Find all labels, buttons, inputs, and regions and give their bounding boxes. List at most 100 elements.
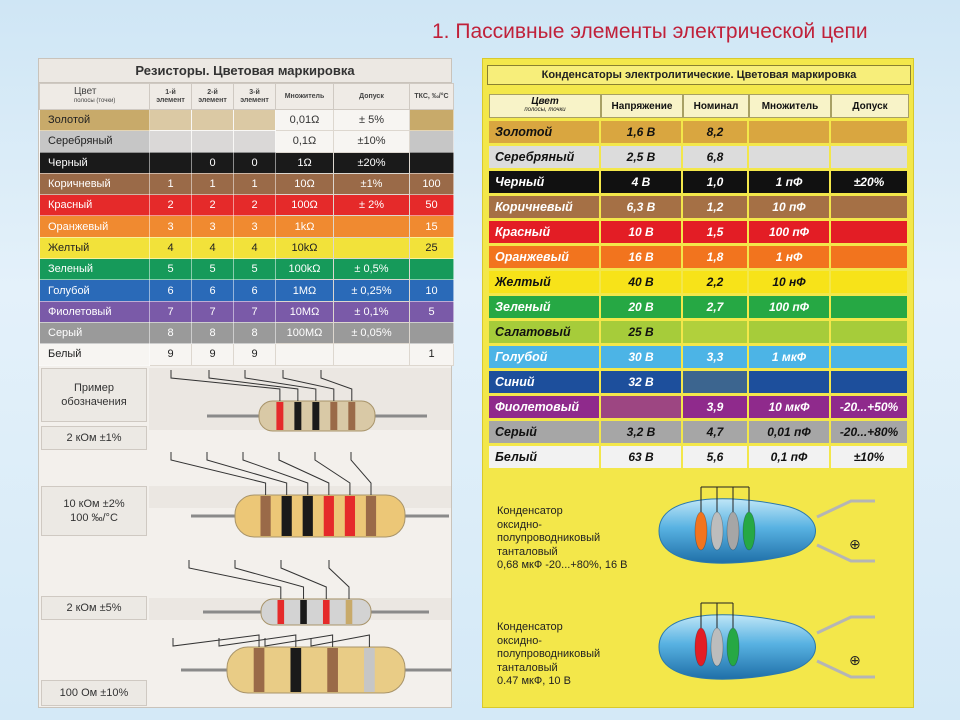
cell-tol: ± 5%	[333, 108, 410, 132]
cell-nom	[683, 371, 749, 393]
cell-tol: ± 0,5%	[333, 258, 410, 281]
cell-v: 6,3 В	[601, 196, 683, 218]
capacitor-row: Золотой 1,6 В 8,2	[489, 121, 909, 143]
color-dot	[694, 511, 708, 551]
capacitor-row: Черный 4 В 1,0 1 пФ ±20%	[489, 171, 909, 193]
cell-mult: 10 пФ	[749, 196, 831, 218]
cell-v: 16 В	[601, 246, 683, 268]
cell-nom: 3,3	[683, 346, 749, 368]
resistor-row: Белый 9 9 9 1	[39, 343, 454, 366]
cell-mult: 10 мкФ	[749, 396, 831, 418]
color-name: Серый	[489, 421, 601, 443]
cell-mult	[749, 371, 831, 393]
cell-v: 20 В	[601, 296, 683, 318]
cell-tol	[831, 271, 909, 293]
color-name: Зеленый	[39, 258, 150, 281]
cell-mult: 1kΩ	[275, 215, 334, 238]
cell-d1	[149, 151, 192, 174]
cap-col-voltage: Напряжение	[601, 94, 683, 118]
color-name: Оранжевый	[489, 246, 601, 268]
cell-tol	[831, 146, 909, 168]
cell-d3: 8	[233, 321, 276, 345]
cell-mult	[749, 146, 831, 168]
cell-mult: 1 нФ	[749, 246, 831, 268]
color-name: Желтый	[489, 271, 601, 293]
color-band	[253, 648, 265, 692]
resistor-row: Золотой 0,01Ω ± 5%	[39, 108, 454, 132]
band-leader-line	[234, 560, 305, 599]
capacitor-example-text: Конденсатор оксидно- полупроводниковый т…	[497, 621, 601, 687]
resistor-row: Желтый 4 4 4 10kΩ 25	[39, 236, 454, 260]
cell-nom: 3,9	[683, 396, 749, 418]
color-name: Коричневый	[489, 196, 601, 218]
cell-v: 30 В	[601, 346, 683, 368]
cell-d2: 2	[191, 194, 234, 217]
cell-tol	[831, 246, 909, 268]
slide-title: 1. Пассивные элементы электрической цепи	[432, 20, 868, 43]
cell-d3: 3	[233, 215, 276, 238]
example-caption: Пример обозначения	[41, 368, 147, 422]
cell-d3	[233, 130, 276, 153]
cell-d2: 8	[191, 321, 234, 345]
capacitor-example-text: Конденсатор оксидно- полупроводниковый т…	[497, 505, 628, 571]
capacitor-row: Синий 32 В	[489, 371, 909, 393]
band-leader-line	[350, 452, 372, 495]
cell-mult: 100kΩ	[275, 258, 334, 281]
cell-tol	[831, 321, 909, 343]
color-name: Черный	[489, 171, 601, 193]
res-col-color: Цвет полосы (точки)	[39, 83, 150, 110]
color-name: Зеленый	[489, 296, 601, 318]
resistor-body	[226, 646, 406, 694]
band-leader-line	[170, 370, 281, 401]
band-leader-line	[328, 560, 350, 599]
cell-tks: 15	[409, 215, 454, 238]
color-band	[260, 496, 271, 536]
polarity-icon: ⊕	[849, 537, 861, 553]
cell-d1: 5	[149, 258, 192, 281]
cell-tol	[831, 346, 909, 368]
cell-mult: 10MΩ	[275, 300, 334, 323]
color-name: Золотой	[39, 108, 150, 132]
cell-tol	[831, 121, 909, 143]
cap-col-tolerance: Допуск	[831, 94, 909, 118]
band-leader-line	[218, 634, 297, 647]
cell-mult: 10Ω	[275, 172, 334, 196]
cell-mult: 1 мкФ	[749, 346, 831, 368]
cell-d1: 6	[149, 279, 192, 302]
cell-d2: 9	[191, 343, 234, 366]
color-dot	[710, 627, 724, 667]
color-dot	[742, 511, 756, 551]
resistor-color-table: Цвет полосы (точки) 1-й элемент 2-й элеме…	[39, 83, 454, 366]
capacitor-color-table: Цвет полосы, точки Напряжение Номинал Мно…	[489, 91, 909, 471]
resistor-row: Голубой 6 6 6 1MΩ ± 0,25% 10	[39, 279, 454, 302]
cell-d2: 0	[191, 151, 234, 174]
capacitor-row: Салатовый 25 В	[489, 321, 909, 343]
color-name: Черный	[39, 151, 150, 174]
res-col-3rd: 3-й элемент	[233, 83, 276, 110]
cell-tol: -20...+50%	[831, 396, 909, 418]
cell-d2: 7	[191, 300, 234, 323]
band-leader-line	[320, 370, 353, 401]
band-leader-line	[310, 634, 370, 647]
band-leader-line	[280, 560, 327, 599]
cell-tol	[831, 221, 909, 243]
capacitor-row: Серебряный 2,5 В 6,8	[489, 146, 909, 168]
cell-v: 40 В	[601, 271, 683, 293]
cell-nom: 6,8	[683, 146, 749, 168]
color-name: Белый	[39, 343, 150, 366]
color-band	[322, 600, 330, 624]
cell-tol	[333, 236, 410, 260]
cell-tol: ± 0,05%	[333, 321, 410, 345]
resistor-table-header: Резисторы. Цветовая маркировка	[39, 59, 451, 83]
capacitor-row: Оранжевый 16 В 1,8 1 нФ	[489, 246, 909, 268]
cell-d3: 1	[233, 172, 276, 196]
color-name: Оранжевый	[39, 215, 150, 238]
band-leader-line	[282, 370, 335, 401]
cell-mult: 10kΩ	[275, 236, 334, 260]
capacitor-row: Белый 63 В 5,6 0,1 пФ ±10%	[489, 446, 909, 468]
cell-v: 4 В	[601, 171, 683, 193]
band-leader-line	[278, 452, 330, 495]
cell-tks	[409, 321, 454, 345]
cell-d1	[149, 130, 192, 153]
capacitor-diagrams: ⊕⊕	[658, 486, 875, 680]
